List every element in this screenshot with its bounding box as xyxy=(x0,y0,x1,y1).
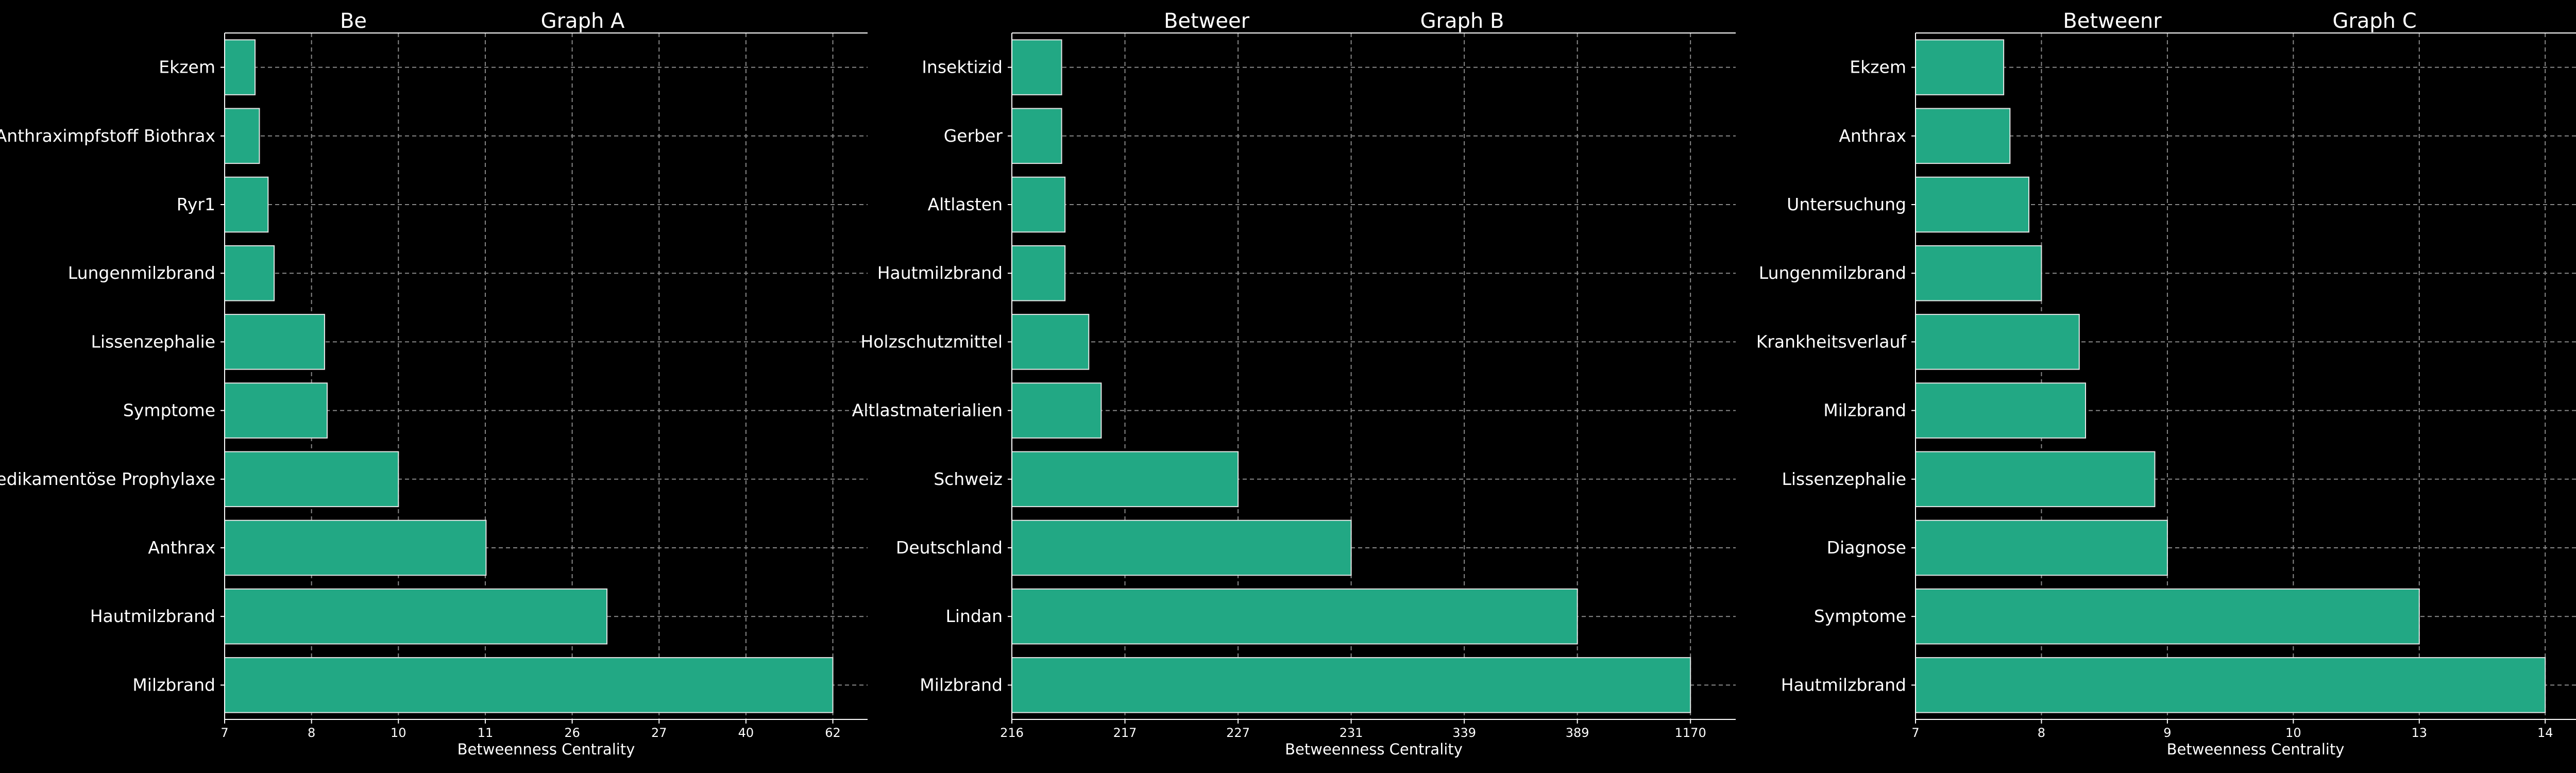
x-tick-label: 8 xyxy=(2038,726,2045,740)
category-label: Symptome xyxy=(1814,606,1906,626)
bar xyxy=(1011,108,1062,164)
bar xyxy=(1915,176,2029,233)
x-tick-label: 1170 xyxy=(1675,726,1706,740)
x-tick-label: 217 xyxy=(1113,726,1137,740)
chart-panel-2: Insektizid Gerber Altlasten Hautmilzbrand Ho… xyxy=(852,9,1736,758)
x-tick-label: 7 xyxy=(1911,726,1919,740)
bar xyxy=(224,245,275,301)
bar xyxy=(1915,451,2156,508)
bar xyxy=(1915,314,2080,370)
bar xyxy=(1011,519,1352,576)
category-label: Holzschutzmittel xyxy=(860,331,1003,351)
bar xyxy=(1915,382,2086,439)
category-label: Anthrax xyxy=(148,537,215,558)
category-label: Medikamentöse Prophylaxe xyxy=(0,469,215,489)
chart-title: Graph B xyxy=(1420,9,1504,33)
category-label: Lindan xyxy=(945,606,1003,626)
title-fragment: Betweenr xyxy=(2063,9,2162,33)
x-tick-label: 339 xyxy=(1452,726,1476,740)
bar xyxy=(224,519,487,576)
category-label: Ekzem xyxy=(159,57,215,77)
category-label: Hautmilzbrand xyxy=(90,606,215,626)
bar xyxy=(1915,39,2005,95)
chart-panels: Ekzem Anthraximpfstoff Biothrax Ryr1 Lungen… xyxy=(0,9,2576,758)
category-label: Lungenmilzbrand xyxy=(1759,263,1906,283)
bar xyxy=(1915,108,2011,164)
x-tick-label: 10 xyxy=(2285,726,2301,740)
bar xyxy=(1011,314,1090,370)
bar xyxy=(1011,382,1102,439)
x-axis-label: Betweenness Centrality xyxy=(1285,741,1463,758)
bar xyxy=(224,39,256,95)
category-label: Insektizid xyxy=(922,57,1003,77)
x-axis-label: Betweenness Centrality xyxy=(457,741,635,758)
chart-title: Graph C xyxy=(2332,9,2416,33)
x-tick-label: 216 xyxy=(1000,726,1024,740)
bar xyxy=(224,314,325,370)
x-tick-label: 389 xyxy=(1566,726,1589,740)
category-label: Symptome xyxy=(123,400,215,421)
chart-panel-1: Ekzem Anthraximpfstoff Biothrax Ryr1 Lungen… xyxy=(0,9,868,758)
category-label: Hautmilzbrand xyxy=(877,263,1003,283)
category-label: Ekzem xyxy=(1850,57,1906,77)
category-label: Hautmilzbrand xyxy=(1781,675,1906,695)
category-label: Schweiz xyxy=(934,469,1003,489)
x-tick-label: 40 xyxy=(738,726,754,740)
x-tick-label: 62 xyxy=(825,726,841,740)
category-label: Diagnose xyxy=(1827,537,1906,558)
chart-title: Graph A xyxy=(541,9,625,33)
bar xyxy=(224,657,834,713)
bar xyxy=(1011,588,1578,645)
bar xyxy=(1915,657,2546,713)
bar xyxy=(224,176,269,233)
x-tick-label: 26 xyxy=(564,726,580,740)
category-label: Krankheitsverlauf xyxy=(1756,331,1907,351)
x-tick-label: 14 xyxy=(2537,726,2553,740)
category-label: Lissenzephalie xyxy=(1782,469,1906,489)
x-tick-label: 9 xyxy=(2163,726,2171,740)
category-label: Milzbrand xyxy=(132,675,215,695)
category-label: Altlasten xyxy=(928,194,1003,214)
category-label: Altlastmaterialien xyxy=(852,400,1003,421)
category-label: Lissenzephalie xyxy=(91,331,215,351)
x-tick-label: 11 xyxy=(478,726,494,740)
category-label: Anthraximpfstoff Biothrax xyxy=(0,126,215,146)
category-label: Anthrax xyxy=(1839,126,1906,146)
bar xyxy=(1011,176,1066,233)
bar xyxy=(1915,588,2420,645)
category-label: Lungenmilzbrand xyxy=(68,263,215,283)
category-label: Gerber xyxy=(944,126,1003,146)
x-tick-label: 7 xyxy=(221,726,228,740)
bar xyxy=(224,382,328,439)
bar xyxy=(1915,245,2042,301)
bar xyxy=(1915,519,2168,576)
x-axis-label: Betweenness Centrality xyxy=(2167,741,2345,758)
x-tick-label: 8 xyxy=(308,726,315,740)
x-tick-label: 13 xyxy=(2412,726,2428,740)
x-tick-label: 231 xyxy=(1340,726,1363,740)
bar xyxy=(224,108,260,164)
bar xyxy=(1011,657,1691,713)
bar xyxy=(224,588,608,645)
category-label: Untersuchung xyxy=(1787,194,1906,214)
chart-panel-3: Ekzem Anthrax Untersuchung Lungenmilzbrand K… xyxy=(1756,9,2576,758)
category-label: Ryr1 xyxy=(177,194,215,214)
x-tick-label: 227 xyxy=(1226,726,1250,740)
bar xyxy=(224,451,399,508)
category-label: Milzbrand xyxy=(1823,400,1906,421)
category-label: Milzbrand xyxy=(920,675,1003,695)
bar xyxy=(1011,245,1066,301)
category-label: Deutschland xyxy=(896,537,1003,558)
bar xyxy=(1011,39,1062,95)
x-tick-label: 10 xyxy=(391,726,406,740)
title-fragment: Betweer xyxy=(1164,9,1250,33)
bar xyxy=(1011,451,1239,508)
title-fragment: Be xyxy=(340,9,367,33)
x-tick-label: 27 xyxy=(651,726,667,740)
